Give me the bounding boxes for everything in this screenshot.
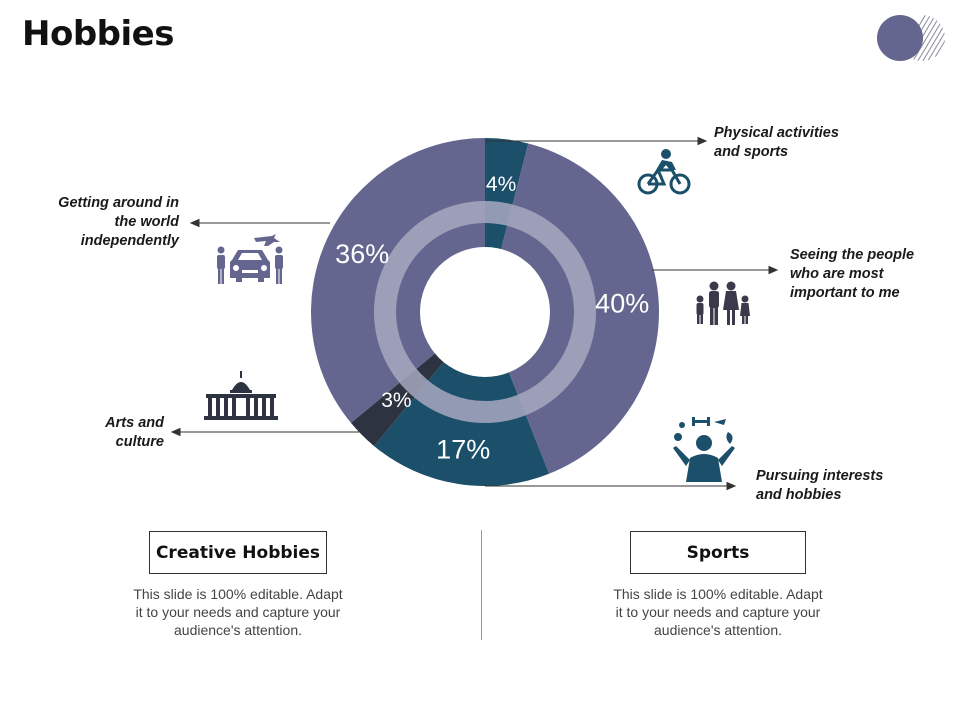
- creative-hobbies-heading: Creative Hobbies: [155, 542, 321, 563]
- arrowhead-physical: [697, 136, 708, 146]
- sports-description: This slide is 100% editable. Adapt it to…: [613, 586, 823, 638]
- callout-seeing: Seeing the people who are most important…: [790, 247, 915, 301]
- arrowhead-arts: [170, 427, 181, 437]
- cyclist-icon: [637, 149, 691, 195]
- sports-heading: Sports: [686, 542, 750, 563]
- slice-value-label: 36%: [335, 239, 389, 269]
- slice-value-label: 3%: [381, 389, 411, 412]
- slice-value-label: 4%: [486, 173, 516, 196]
- family-icon: [696, 281, 750, 325]
- creative-hobbies-heading-box: Creative Hobbies: [149, 531, 327, 574]
- callout-getting: Getting around in the world independentl…: [58, 195, 179, 249]
- donut-hole: [420, 247, 550, 377]
- capitol-building-icon: [204, 371, 278, 420]
- car-travel-icon: [217, 234, 283, 284]
- callout-arts: Arts and culture: [105, 415, 164, 450]
- arrowhead-getting: [189, 218, 200, 228]
- arrowhead-pursuing: [726, 481, 737, 491]
- decorative-circles-logo: [877, 15, 945, 61]
- callout-pursuing: Pursuing interests and hobbies: [756, 468, 884, 503]
- sports-heading-box: Sports: [630, 531, 806, 574]
- inner-ring: [374, 201, 596, 423]
- callout-physical: Physical activities and sports: [714, 125, 839, 160]
- vertical-divider: [481, 530, 482, 640]
- page-title: Hobbies: [22, 14, 174, 54]
- juggling-person-icon: [673, 417, 735, 482]
- slice-value-label: 40%: [595, 288, 649, 318]
- creative-hobbies-description: This slide is 100% editable. Adapt it to…: [133, 586, 343, 638]
- slice-value-label: 17%: [436, 435, 490, 465]
- arrowhead-seeing: [768, 265, 779, 275]
